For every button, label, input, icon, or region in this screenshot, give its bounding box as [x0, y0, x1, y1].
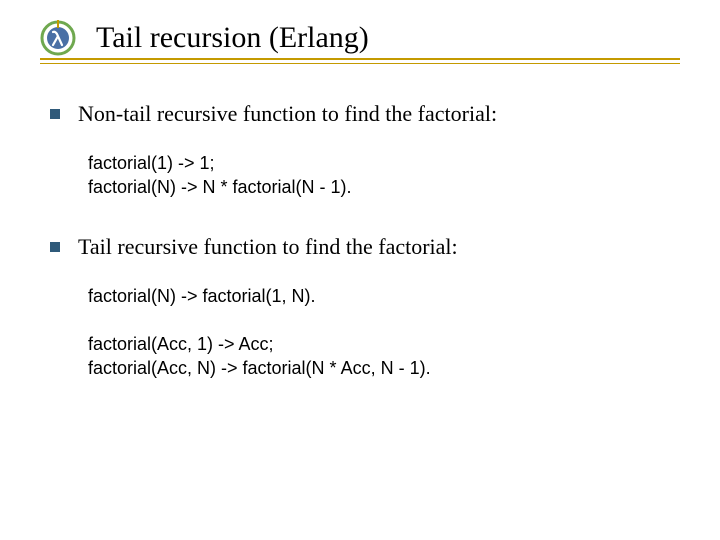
square-bullet-icon	[50, 109, 60, 119]
code-block: factorial(Acc, 1) -> Acc; factorial(Acc,…	[88, 332, 680, 381]
square-bullet-icon	[50, 242, 60, 252]
title-underline	[40, 58, 680, 64]
slide-title: Tail recursion (Erlang)	[96, 21, 369, 55]
slide: Tail recursion (Erlang) Non-tail recursi…	[0, 0, 720, 401]
title-row: Tail recursion (Erlang)	[40, 20, 680, 56]
code-block: factorial(1) -> 1; factorial(N) -> N * f…	[88, 151, 680, 200]
lambda-logo-icon	[40, 20, 76, 56]
bullet-item: Tail recursive function to find the fact…	[50, 233, 680, 262]
code-block: factorial(N) -> factorial(1, N).	[88, 284, 680, 308]
slide-content: Non-tail recursive function to find the …	[40, 100, 680, 381]
bullet-item: Non-tail recursive function to find the …	[50, 100, 680, 129]
bullet-text: Tail recursive function to find the fact…	[78, 233, 458, 262]
bullet-text: Non-tail recursive function to find the …	[78, 100, 497, 129]
